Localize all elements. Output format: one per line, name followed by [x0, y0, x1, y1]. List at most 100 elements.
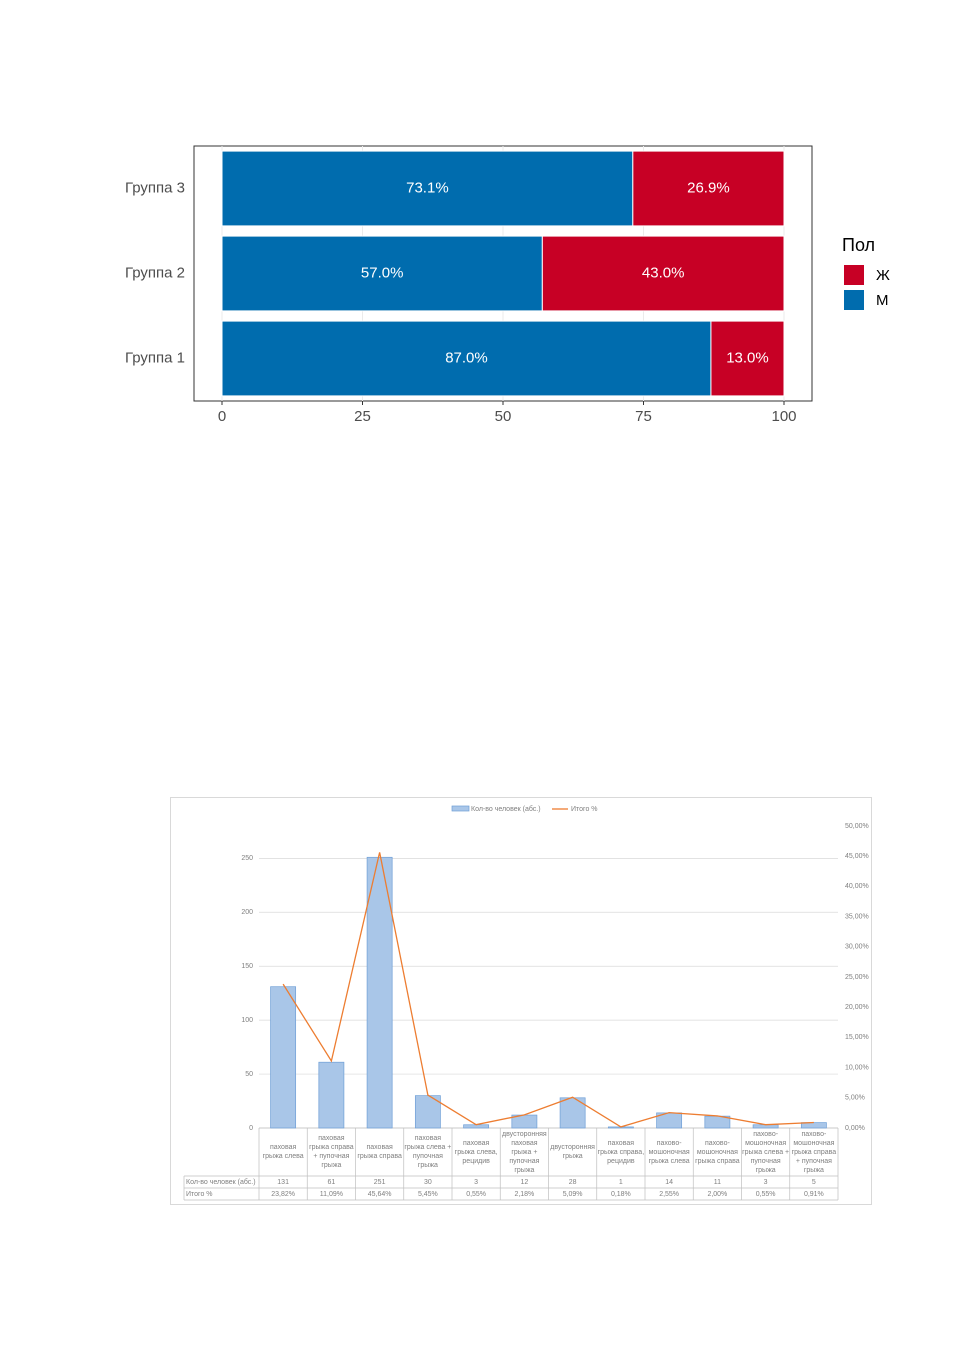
- legend-swatch: [451, 805, 470, 812]
- table-cell: 131: [277, 1179, 289, 1186]
- y-tick-label: Группа 2: [125, 264, 185, 281]
- category-label: пахово-мошоночная грыжа слева + пупочная…: [742, 1130, 790, 1174]
- y2-tick-label: 45,00%: [845, 853, 869, 860]
- category-label: паховая грыжа слева, рецидив: [454, 1139, 498, 1165]
- category-label: паховая грыжа справа, рецидив: [597, 1139, 645, 1165]
- table-cell: 3: [474, 1179, 478, 1186]
- table-cell: 1: [619, 1179, 623, 1186]
- category-label: паховая грыжа справа: [357, 1144, 402, 1160]
- category-label: двусторонняя грыжа: [550, 1144, 595, 1160]
- y2-tick-label: 15,00%: [845, 1034, 869, 1041]
- category-cell: паховая грыжа справа, рецидив: [597, 1139, 645, 1165]
- value-label: 73.1%: [406, 179, 449, 196]
- table-cell: 0,55%: [466, 1191, 486, 1198]
- bar: [270, 986, 297, 1129]
- bar: [318, 1061, 345, 1129]
- bar-segment: [221, 235, 543, 312]
- category-cell: двусторонняя грыжа: [550, 1144, 595, 1160]
- y-tick-label: 150: [241, 963, 253, 970]
- y2-tick-label: 25,00%: [845, 974, 869, 981]
- y2-tick-label: 5,00%: [845, 1095, 865, 1102]
- table-cell: 2,55%: [659, 1191, 679, 1198]
- category-cell: пахово-мошоночная грыжа слева + пупочная…: [742, 1130, 790, 1174]
- category-label: двусторонняя паховая грыжа + пупочная гр…: [502, 1130, 547, 1174]
- bar-segment: [221, 150, 634, 227]
- category-cell: двусторонняя паховая грыжа + пупочная гр…: [502, 1130, 547, 1174]
- table-row-label: Итого %: [186, 1191, 213, 1198]
- category-label: паховая грыжа слева: [262, 1144, 304, 1160]
- chart-2-svg: 0 50 100 150 200 250 0,00% 5,00% 10,00% 15,00% 20,…: [183, 805, 869, 1201]
- y2-tick-label: 10,00%: [845, 1064, 869, 1071]
- y-tick-label: 0: [249, 1125, 253, 1132]
- bar-segment: [221, 320, 712, 397]
- x-tick-label: 0: [218, 408, 226, 425]
- legend-label: Итого %: [571, 806, 598, 813]
- legend-label: М: [876, 292, 889, 309]
- value-label: 87.0%: [445, 349, 488, 366]
- bar-segment: [710, 320, 785, 397]
- legend-title: Пол: [842, 235, 875, 255]
- category-label: паховая грыжа справа + пупочная грыжа: [309, 1135, 354, 1169]
- y-tick-label: 50: [245, 1071, 253, 1078]
- x-tick-label: 25: [354, 408, 371, 425]
- y2-tick-label: 35,00%: [845, 913, 869, 920]
- bar: [414, 1095, 441, 1129]
- category-cell: пахово-мошоночная грыжа справа: [695, 1139, 740, 1165]
- table-cell: 5,45%: [418, 1191, 438, 1198]
- y-tick-label: Группа 3: [125, 179, 185, 196]
- category-cell: паховая грыжа слева + пупочная грыжа: [404, 1135, 452, 1169]
- table-cell: 2,18%: [514, 1191, 534, 1198]
- table-cell: 28: [569, 1179, 577, 1186]
- y-tick-label: 250: [241, 855, 253, 862]
- value-label: 43.0%: [642, 264, 685, 281]
- chart-2: 0 50 100 150 200 250 0,00% 5,00% 10,00% 15,00% 20,…: [170, 797, 872, 1205]
- bar-segment: [632, 150, 785, 227]
- category-cell: паховая грыжа справа: [357, 1144, 402, 1160]
- table-cell: 5,09%: [563, 1191, 583, 1198]
- y-tick-label: Группа 1: [125, 349, 185, 366]
- legend-label: Ж: [876, 267, 890, 284]
- value-label: 13.0%: [726, 349, 769, 366]
- y2-tick-label: 50,00%: [845, 823, 869, 830]
- y2-tick-label: 40,00%: [845, 883, 869, 890]
- table-cell: 2,00%: [707, 1191, 727, 1198]
- table-cell: 0,18%: [611, 1191, 631, 1198]
- table-cell: 3: [764, 1179, 768, 1186]
- value-label: 57.0%: [361, 264, 404, 281]
- legend-swatch: [844, 265, 864, 285]
- y2-tick-label: 0,00%: [845, 1125, 865, 1132]
- category-cell: паховая грыжа слева: [262, 1144, 304, 1160]
- category-cell: пахово-мошоночная грыжа слева: [648, 1139, 690, 1165]
- value-label: 26.9%: [687, 179, 730, 196]
- table-cell: 23,82%: [271, 1191, 295, 1198]
- x-tick-label: 100: [771, 408, 796, 425]
- chart-1: 0 25 50 75 100 Группа 1 87.0% 13.0% Группа 2 57.0…: [125, 145, 890, 425]
- table-cell: 0,91%: [804, 1191, 824, 1198]
- category-label: пахово-мошоночная грыжа слева: [648, 1139, 690, 1165]
- line: [282, 852, 814, 1128]
- table-cell: 0,55%: [756, 1191, 776, 1198]
- category-label: пахово-мошоночная грыжа справа: [695, 1139, 740, 1165]
- table-cell: 11: [714, 1179, 721, 1186]
- y2-tick-label: 30,00%: [845, 944, 869, 951]
- table-cell: 251: [374, 1179, 386, 1186]
- legend-label: Кол-во человек (абс.): [471, 805, 541, 813]
- bar: [366, 856, 393, 1129]
- y2-tick-label: 20,00%: [845, 1004, 869, 1011]
- table-cell: 14: [665, 1179, 673, 1186]
- table-cell: 30: [424, 1179, 432, 1186]
- table-cell: 12: [520, 1179, 528, 1186]
- x-tick-label: 75: [635, 408, 652, 425]
- y-tick-label: 100: [241, 1017, 253, 1024]
- x-tick-label: 50: [495, 408, 512, 425]
- category-label: паховая грыжа слева + пупочная грыжа: [404, 1135, 452, 1169]
- table-cell: 45,64%: [368, 1191, 392, 1198]
- category-cell: паховая грыжа слева, рецидив: [454, 1139, 498, 1165]
- table-row-label: Кол-во человек (абс.): [186, 1178, 256, 1186]
- y-tick-label: 200: [241, 909, 253, 916]
- category-cell: паховая грыжа справа + пупочная грыжа: [309, 1135, 354, 1169]
- legend-swatch: [844, 290, 864, 310]
- category-label: пахово-мошоночная грыжа справа + пупочна…: [791, 1130, 837, 1174]
- category-cell: пахово-мошоночная грыжа справа + пупочна…: [791, 1130, 837, 1174]
